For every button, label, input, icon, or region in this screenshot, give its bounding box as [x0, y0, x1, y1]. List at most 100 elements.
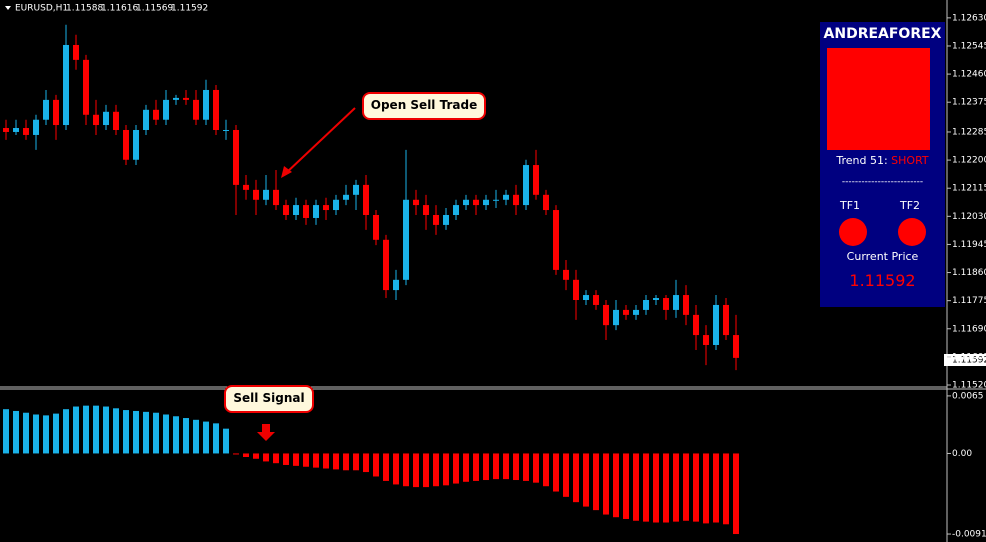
candle-body [3, 128, 9, 132]
histogram-bar [403, 453, 409, 487]
histogram-bar [453, 453, 459, 484]
signal-arrow [257, 424, 275, 441]
candle-body [653, 298, 659, 301]
trend-value: SHORT [891, 154, 929, 167]
divider: ------------------------- [841, 177, 924, 187]
candle-body [513, 194, 519, 206]
y-tick-label: 1.12030 [952, 212, 986, 222]
histogram-bar [603, 453, 609, 515]
candle-body [303, 205, 309, 218]
histogram-bar [693, 453, 699, 522]
histogram-bar [333, 453, 339, 470]
candle-body [263, 189, 269, 200]
candle-body [373, 214, 379, 240]
histogram-bar [623, 453, 629, 519]
histogram-bar [563, 453, 569, 497]
histogram-bar [173, 416, 179, 454]
histogram-bar [593, 453, 599, 511]
candle-body [243, 184, 249, 190]
histogram-bar [323, 453, 329, 469]
close-price: 1.11592 [171, 4, 208, 14]
candle-body [683, 295, 689, 315]
candle-body [493, 199, 499, 201]
menu-icon[interactable] [5, 6, 11, 10]
histogram-bar [93, 405, 99, 454]
candle-body [623, 309, 629, 315]
candle-body [143, 109, 149, 130]
candle-body [93, 114, 99, 126]
histogram-bar [703, 453, 709, 524]
annotation-arrow [284, 107, 356, 175]
candle-body [543, 194, 549, 211]
histogram-bar [663, 453, 669, 523]
candle-body [253, 189, 259, 200]
y-tick-label: 0.00 [952, 449, 972, 459]
candle-body [523, 165, 529, 206]
candle-body [133, 129, 139, 160]
candle-body [173, 97, 179, 100]
histogram-bar [73, 406, 79, 454]
histogram-bar [133, 410, 139, 454]
candle-body [703, 335, 709, 345]
candle-body [583, 295, 589, 301]
trend-box [827, 48, 930, 150]
candle-body [33, 119, 39, 135]
candle-body [483, 199, 489, 206]
candle-body [193, 99, 199, 120]
price-caption: Current Price [846, 250, 919, 263]
y-tick-label: 1.12460 [952, 70, 986, 80]
histogram-bar [513, 453, 519, 481]
histogram-bar [193, 419, 199, 454]
candle-body [383, 239, 389, 291]
histogram-bar [283, 453, 289, 465]
tf-label: TF1 [840, 199, 861, 212]
candle-body [693, 314, 699, 336]
y-tick-label: 1.11945 [952, 240, 986, 250]
candle-body [603, 304, 609, 326]
candle-body [503, 194, 509, 200]
histogram-bar [43, 415, 49, 454]
current-price-label: 1.11592 [952, 356, 986, 366]
histogram-bar [583, 453, 589, 507]
histogram-bar [243, 453, 249, 457]
candle-body [613, 309, 619, 326]
panel-title: ANDREAFOREX [823, 26, 942, 42]
info-panel: ANDREAFOREX Trend 51: SHORT ------------… [820, 22, 945, 307]
histogram-bar [153, 412, 159, 454]
symbol: EURUSD,H1 [15, 4, 68, 14]
candle-body [723, 304, 729, 336]
histogram-bar [413, 453, 419, 488]
histogram-bar [433, 453, 439, 487]
price-value: 1.11592 [849, 271, 916, 290]
histogram-bar [573, 453, 579, 503]
trend-label: Trend 51: [836, 154, 888, 167]
histogram-bar [713, 453, 719, 523]
histogram-bar [33, 414, 39, 454]
histogram-bar [553, 453, 559, 492]
candle-body [553, 210, 559, 270]
histogram-bar [733, 453, 739, 535]
candle-body [393, 279, 399, 291]
candle-body [23, 128, 29, 135]
candle-body [63, 44, 69, 126]
y-tick-label: 1.11860 [952, 268, 986, 278]
candle-body [43, 99, 49, 120]
histogram-bar [673, 453, 679, 522]
y-tick-label: 1.11775 [952, 296, 986, 306]
candle-body [103, 111, 109, 126]
open-price: 1.11588 [66, 4, 103, 14]
y-tick-label: 1.12375 [952, 98, 986, 108]
candle-body [223, 129, 229, 131]
candle-body [13, 128, 19, 132]
histogram-bar [143, 411, 149, 454]
candle-body [233, 129, 239, 185]
candle-body [343, 194, 349, 200]
histogram-bar [113, 408, 119, 454]
candle-body [353, 184, 359, 195]
candle-body [433, 214, 439, 225]
tf-label: TF2 [900, 199, 921, 212]
histogram-bar [523, 453, 529, 481]
candle-body [283, 205, 289, 215]
low-price: 1.11569 [136, 4, 173, 14]
candle-body [673, 295, 679, 310]
